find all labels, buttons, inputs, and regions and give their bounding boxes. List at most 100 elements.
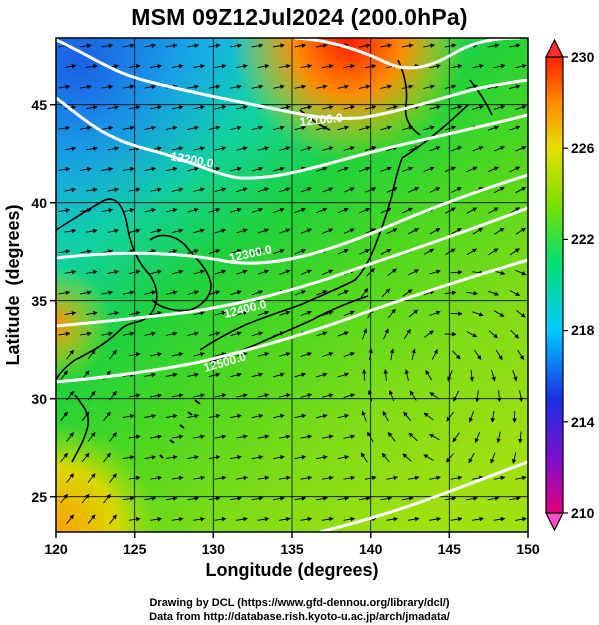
wind-arrow [358,43,371,48]
wind-arrow [429,310,441,316]
colorbar-label: 226 [571,140,595,156]
wind-arrow [466,248,478,256]
colorbar-label: 218 [571,322,595,338]
wind-arrow [103,411,111,422]
wind-arrow [380,166,392,172]
wind-arrow [87,349,96,360]
wind-arrow [150,475,163,481]
wind-arrow [294,125,307,131]
wind-arrow [107,187,120,192]
wind-arrow [343,475,356,481]
wind-arrow [187,249,199,254]
wind-arrow [423,166,435,173]
wind-arrow [515,146,527,152]
wind-arrow [251,372,264,378]
wind-arrow [101,84,114,90]
wind-arrow [58,125,71,131]
wind-arrow [408,187,420,193]
wind-arrow [230,372,242,378]
wind-arrow [251,331,264,337]
wind-arrow [230,455,242,460]
wind-arrow [294,207,307,214]
wind-arrow [429,187,441,193]
wind-arrow [337,496,350,501]
wind-arrow [193,310,205,316]
wind-arrow [122,125,135,131]
wind-arrow [236,310,248,316]
wind-arrow [165,207,178,213]
wind-arrow [150,105,163,110]
wind-arrow [343,351,355,358]
wind-arrow [343,516,356,522]
wind-arrow [208,496,221,501]
wind-arrow [444,84,457,89]
wind-arrow [403,328,411,340]
wind-arrow [294,290,306,296]
wind-arrow [87,514,96,524]
wind-arrow [472,227,484,235]
wind-arrow [187,455,199,460]
wind-arrow [509,207,521,214]
wind-arrow [387,268,397,277]
wind-arrow [109,432,117,442]
wind-arrow [230,290,242,296]
wind-arrow [493,187,505,194]
wind-arrow [386,516,399,522]
wind-arrow [509,248,520,256]
wind-arrow [193,269,205,275]
wind-arrow [257,146,270,151]
wind-arrow [402,207,414,214]
wind-arrow [230,207,242,213]
wind-arrow [171,269,184,275]
wind-arrow [236,269,248,275]
wind-arrow [279,228,291,234]
wind-arrow [445,207,456,214]
wind-arrow [101,166,114,172]
wind-arrow [85,269,98,275]
wind-arrow [382,410,389,422]
wind-arrow [214,187,227,193]
wind-arrow [279,63,291,69]
wind-arrow [193,434,205,439]
wind-arrow [380,125,392,131]
wind-arrow [64,269,77,275]
wind-arrow [359,249,371,255]
wind-arrow [487,290,500,296]
wind-arrow [423,412,434,421]
wind-arrow [468,452,475,464]
wind-arrow [101,249,114,254]
wind-arrow [144,208,157,213]
wind-arrow [193,64,205,69]
wind-arrow [381,288,391,298]
wind-arrow [81,452,90,463]
wind-arrow [337,125,350,131]
wind-arrow [429,475,441,481]
wind-arrow [214,269,227,275]
wind-arrow [279,187,291,193]
wind-arrow [509,125,521,131]
wind-arrow [423,454,434,461]
wind-arrow [452,432,460,443]
wind-arrow [208,331,221,337]
wind-arrow [322,352,334,357]
wind-arrow [208,372,221,378]
wind-arrow [273,43,285,48]
wind-arrow [316,331,328,337]
wind-arrow [423,43,435,48]
wind-arrow [401,84,414,89]
tick-marks [50,103,529,538]
wind-arrow [423,125,435,131]
wind-arrow [294,372,307,378]
wind-arrow [388,308,396,319]
wind-arrow [193,228,205,234]
wind-arrow [214,393,227,398]
wind-arrow [87,473,96,483]
wind-arrow [496,390,502,403]
y-tick-label: 30 [31,391,47,407]
wind-arrow [257,434,270,439]
wind-arrow [322,434,334,439]
wind-arrow [279,393,291,398]
wind-arrow [386,475,399,481]
wind-arrow [380,248,392,255]
